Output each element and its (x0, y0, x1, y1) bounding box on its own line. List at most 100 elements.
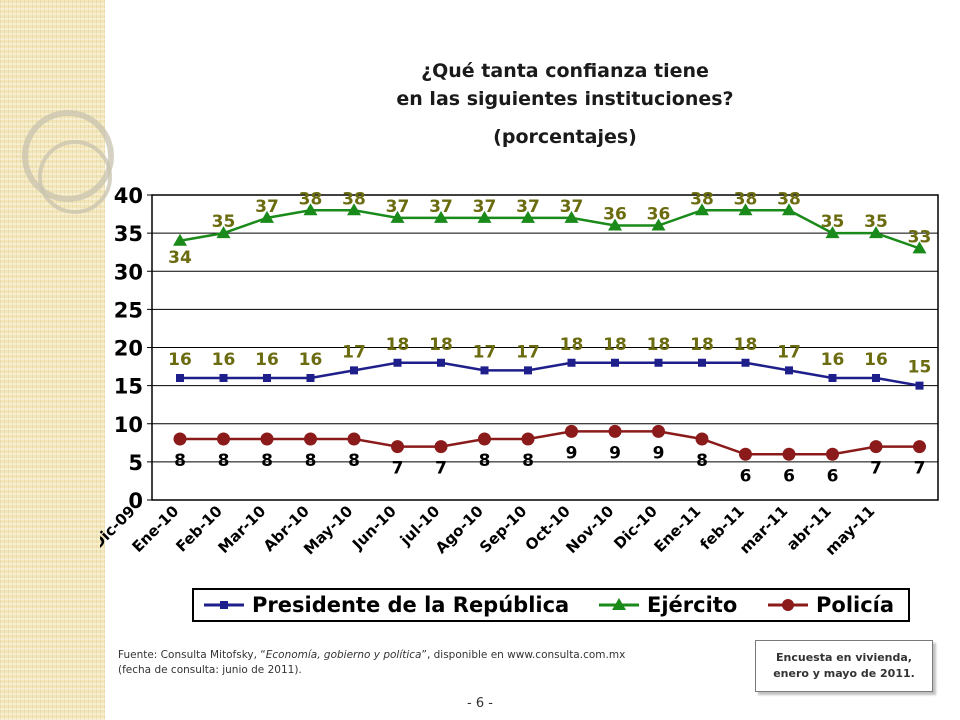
data-label: 8 (218, 451, 230, 471)
data-label: 18 (734, 335, 758, 355)
data-label: 8 (522, 451, 534, 471)
legend-item-ejercito: Ejército (597, 590, 737, 620)
data-label: 8 (174, 451, 186, 471)
data-point (478, 432, 491, 446)
data-label: 37 (560, 197, 584, 217)
data-point (695, 203, 709, 216)
series-line (180, 430, 920, 456)
data-point (521, 432, 535, 446)
series-line (179, 209, 920, 250)
y-tick-label: 35 (114, 222, 143, 246)
data-label: 38 (777, 189, 801, 209)
data-label: 17 (473, 342, 497, 362)
data-point (260, 210, 274, 223)
source-prefix: Fuente: Consulta Mitofsky, “ (118, 649, 266, 661)
data-point (524, 366, 532, 375)
data-label: 6 (740, 466, 752, 486)
data-label: 9 (609, 443, 621, 463)
x-tick-label: Mar-10 (214, 502, 269, 557)
data-point (869, 226, 883, 239)
data-point (390, 210, 405, 223)
data-point (738, 203, 753, 216)
data-point (437, 358, 445, 367)
survey-note-line1: Encuesta en vivienda, (776, 651, 912, 664)
data-point (869, 440, 883, 454)
data-label: 17 (777, 342, 801, 362)
x-tick-label: May-10 (300, 502, 356, 558)
data-label: 9 (653, 443, 665, 463)
data-label: 18 (647, 335, 671, 355)
data-label: 7 (870, 459, 882, 479)
data-label: 18 (429, 335, 453, 355)
data-point (260, 432, 274, 446)
y-tick-label: 15 (114, 375, 143, 399)
data-label: 8 (696, 451, 708, 471)
data-point (567, 358, 576, 367)
data-label: 37 (516, 197, 540, 217)
source-suffix: ”, disponible en www.consulta.com.mx (421, 649, 626, 661)
data-point (915, 381, 924, 390)
data-point (391, 440, 404, 454)
data-point (739, 447, 752, 461)
data-point (608, 218, 622, 231)
series-line (180, 361, 920, 387)
x-tick-label: Jun-10 (348, 502, 400, 554)
data-label: 8 (479, 451, 491, 471)
legend-item-presidente: Presidente de la República (202, 590, 569, 620)
data-point (695, 432, 709, 446)
data-label: 7 (914, 459, 926, 479)
data-point (176, 374, 184, 382)
data-point (477, 210, 492, 223)
y-tick-label: 0 (128, 489, 143, 513)
data-label: 38 (342, 189, 366, 209)
survey-note-line2: enero y mayo de 2011. (773, 667, 915, 680)
data-point (611, 358, 619, 367)
data-point (219, 374, 228, 382)
data-point (480, 366, 489, 375)
chart-legend: Presidente de la República Ejército Poli… (192, 588, 910, 622)
y-tick-label: 20 (114, 337, 143, 361)
data-point (217, 432, 230, 446)
chart-title-line3: (porcentajes) (493, 126, 637, 148)
decorative-side-band (0, 0, 105, 720)
legend-marker-presidente (204, 601, 244, 609)
data-label: 7 (392, 459, 404, 479)
data-point (912, 241, 927, 254)
data-label: 16 (168, 350, 192, 370)
data-label: 38 (690, 189, 714, 209)
data-point (828, 374, 837, 382)
legend-marker-policia (768, 599, 808, 611)
data-point (782, 447, 796, 461)
data-point (216, 226, 231, 239)
data-point (304, 432, 317, 446)
source-date: (fecha de consulta: junio de 2011). (118, 664, 302, 676)
data-point (350, 366, 358, 375)
data-label: 9 (566, 443, 578, 463)
data-point (565, 424, 578, 438)
data-label: 35 (821, 212, 845, 232)
data-label: 35 (864, 212, 888, 232)
survey-note-box: Encuesta en vivienda, enero y mayo de 20… (755, 640, 933, 692)
data-label: 36 (603, 205, 627, 225)
legend-label-ejercito: Ejército (647, 593, 738, 617)
data-label: 16 (864, 350, 888, 370)
x-tick-label: Sep-10 (476, 502, 530, 556)
data-label: 18 (386, 335, 410, 355)
data-label: 18 (603, 335, 627, 355)
data-label: 8 (305, 451, 317, 471)
data-label: 36 (647, 205, 671, 225)
data-point (347, 203, 361, 216)
data-label: 17 (516, 342, 540, 362)
data-point (652, 424, 665, 438)
legend-item-policia: Policía (766, 590, 894, 620)
data-label: 18 (560, 335, 584, 355)
data-label: 6 (783, 466, 795, 486)
data-point (434, 210, 448, 223)
data-label: 17 (342, 342, 366, 362)
page-number: - 6 - (467, 696, 493, 711)
data-point (913, 440, 926, 454)
y-tick-label: 5 (128, 451, 143, 475)
data-label: 33 (908, 227, 932, 247)
x-tick-label: Nov-10 (562, 502, 617, 557)
source-note: Fuente: Consulta Mitofsky, “Economía, go… (118, 648, 658, 678)
